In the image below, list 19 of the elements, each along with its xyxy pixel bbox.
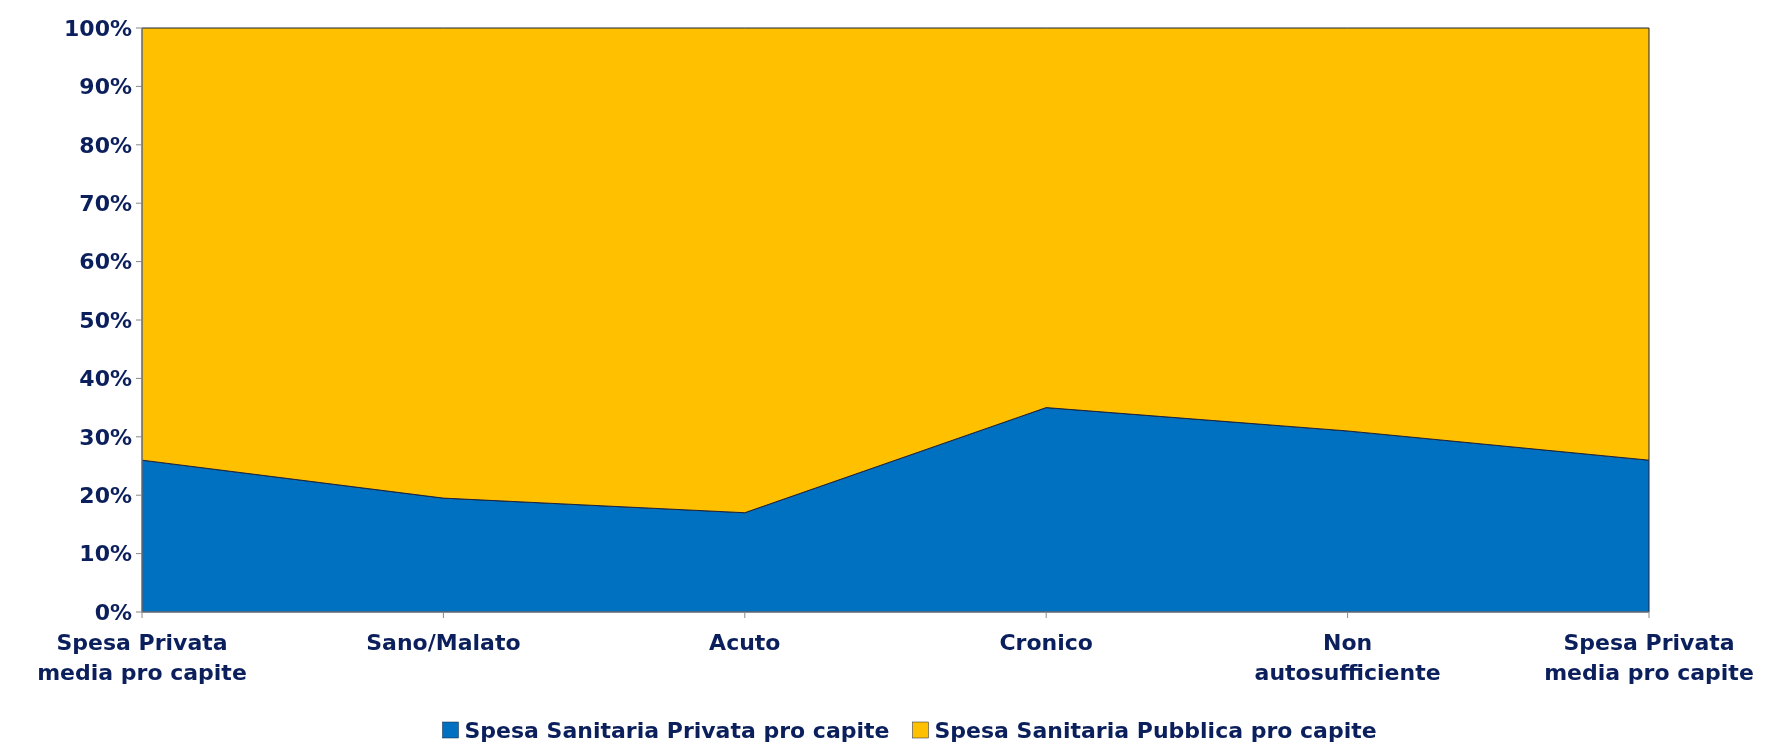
y-tick-label: 70%: [79, 190, 132, 216]
x-tick-label: Cronico: [999, 630, 1093, 655]
y-tick-label: 0%: [94, 599, 132, 625]
x-tick-label: Spesa Privata media pro capite: [37, 630, 247, 685]
legend-label: Spesa Sanitaria Pubblica pro capite: [934, 718, 1377, 743]
legend-label: Spesa Sanitaria Privata pro capite: [464, 718, 890, 743]
y-tick-label: 80%: [79, 132, 132, 158]
y-tick-label: 100%: [64, 15, 132, 41]
x-tick-label: Spesa Privata media pro capite: [1544, 630, 1754, 685]
y-tick-label: 10%: [79, 541, 132, 567]
y-tick-label: 20%: [79, 482, 132, 508]
y-tick-label: 30%: [79, 424, 132, 450]
y-tick-label: 50%: [79, 307, 132, 333]
y-tick-label: 40%: [79, 366, 132, 392]
x-tick-label: Non autosufficiente: [1254, 630, 1441, 685]
x-tick-label: Sano/Malato: [366, 630, 521, 655]
y-tick-label: 90%: [79, 74, 132, 100]
x-tick-label: Acuto: [709, 630, 781, 655]
y-tick-label: 60%: [79, 249, 132, 275]
